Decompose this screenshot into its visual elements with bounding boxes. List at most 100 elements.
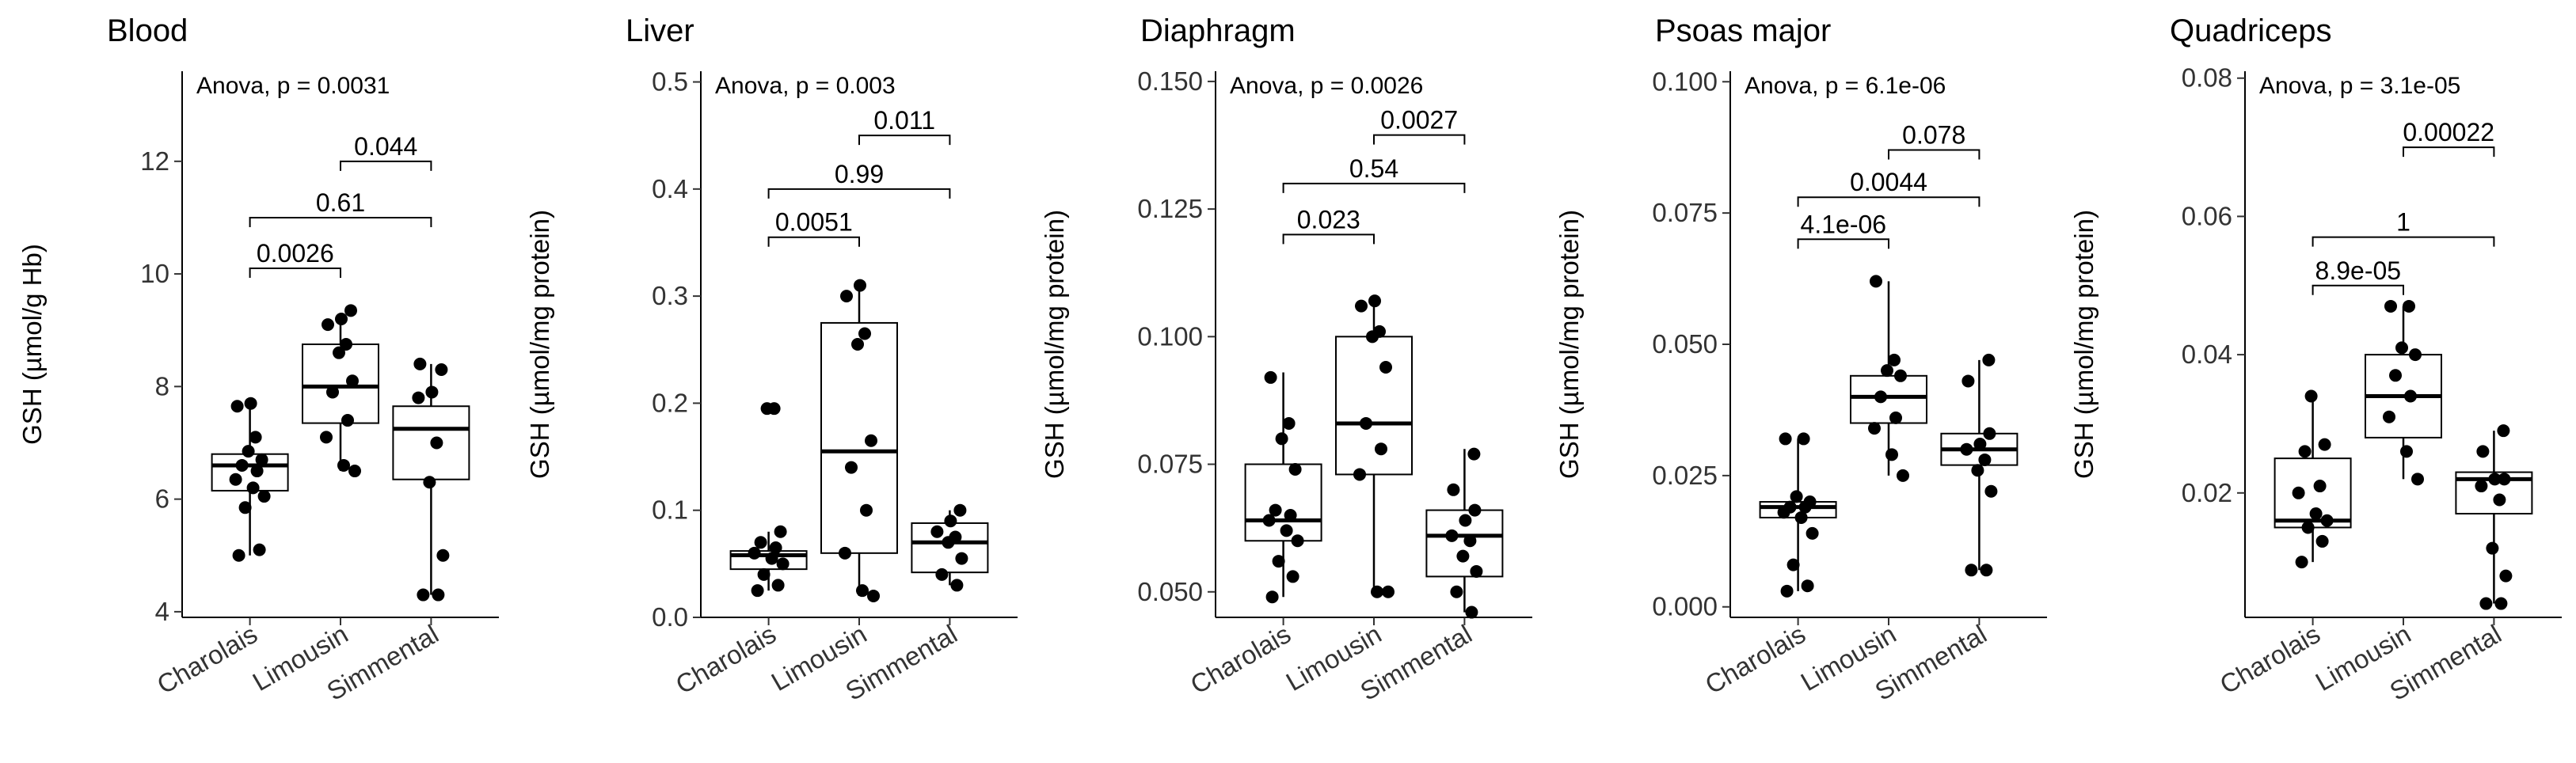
data-point (2411, 473, 2424, 486)
y-tick-label: 0.100 (1137, 321, 1203, 351)
y-tick-label: 8 (155, 371, 169, 400)
y-tick-label: 0.150 (1137, 66, 1203, 96)
data-point (253, 543, 266, 556)
comparison-p-value: 0.99 (835, 160, 884, 188)
box-body (392, 405, 470, 480)
data-point (953, 503, 967, 517)
data-point (858, 327, 871, 340)
data-point (2479, 597, 2493, 610)
data-point (244, 397, 257, 410)
y-tick-label: 0.0 (652, 602, 688, 632)
y-tick-label: 0.000 (1652, 592, 1718, 621)
data-point (2304, 389, 2318, 403)
data-point (432, 588, 445, 602)
data-point (2295, 556, 2308, 569)
data-point (1780, 584, 1794, 598)
data-point (1874, 390, 1887, 404)
data-point (1885, 448, 1898, 461)
y-tick-label: 0.025 (1652, 461, 1718, 490)
data-point (1868, 422, 1881, 435)
data-point (839, 546, 851, 560)
comparison-bracket (1888, 149, 1981, 160)
anova-label: Anova, p = 0.003 (715, 73, 896, 99)
data-point (341, 414, 354, 427)
y-tick-label: 0.100 (1652, 66, 1718, 96)
y-tick-label: 0.4 (652, 174, 688, 203)
data-point (1801, 579, 1814, 593)
comparison-p-value: 0.0026 (257, 239, 334, 268)
data-point (845, 461, 858, 474)
x-tick-label: Charolais (1185, 619, 1296, 700)
data-point (2493, 493, 2506, 507)
data-point (748, 546, 761, 560)
comparison-bracket (767, 236, 860, 247)
y-tick-label: 12 (140, 146, 169, 176)
y-tick-label: 0.2 (652, 388, 688, 417)
y-tick-label: 0.050 (1137, 577, 1203, 606)
data-point (435, 363, 448, 377)
anova-label: Anova, p = 6.1e-06 (1745, 73, 1946, 99)
data-point (257, 490, 271, 503)
comparison-bracket (2403, 146, 2495, 158)
data-point (1783, 500, 1797, 514)
data-point (769, 541, 782, 555)
comparison-bracket (1282, 233, 1375, 245)
data-point (856, 584, 869, 598)
y-tick-label: 0.06 (2182, 201, 2232, 230)
anova-label: Anova, p = 0.0031 (196, 73, 390, 99)
data-point (1978, 453, 1992, 466)
comparison-p-value: 0.044 (354, 132, 417, 161)
data-point (860, 503, 873, 517)
panel-title: Quadriceps (2170, 13, 2332, 48)
comparison-p-value: 0.023 (1297, 205, 1360, 233)
data-point (340, 338, 352, 351)
anova-label: Anova, p = 3.1e-05 (2259, 73, 2460, 99)
data-point (1794, 511, 1808, 524)
data-point (2298, 445, 2312, 458)
data-point (1275, 432, 1288, 446)
data-point (1265, 590, 1279, 604)
box-body (1850, 374, 1927, 424)
data-point (1897, 469, 1909, 482)
data-point (935, 568, 949, 581)
data-point (1790, 490, 1803, 503)
data-point (242, 445, 255, 458)
data-point (1463, 534, 1477, 548)
comparison-p-value: 0.078 (1902, 121, 1965, 150)
data-point (776, 557, 790, 571)
data-point (1465, 605, 1478, 619)
data-point (1282, 416, 1296, 430)
data-point (423, 476, 436, 489)
data-point (250, 465, 264, 478)
data-point (335, 312, 348, 325)
data-point (1368, 294, 1381, 308)
data-point (1973, 438, 1987, 451)
data-point (944, 514, 957, 528)
comparison-p-value: 0.011 (873, 106, 935, 135)
data-point (2476, 445, 2490, 458)
data-point (255, 453, 268, 466)
comparison-bracket (340, 160, 432, 171)
data-point (1280, 524, 1293, 537)
data-point (930, 525, 944, 538)
data-point (955, 552, 968, 565)
y-tick-label: 0.050 (1652, 329, 1718, 359)
y-tick-label: 0.125 (1137, 194, 1203, 223)
data-point (2383, 410, 2395, 423)
panel-title: Liver (626, 13, 694, 48)
data-point (1779, 432, 1792, 446)
comparison-bracket (767, 188, 951, 199)
data-point (337, 458, 350, 472)
comparison-bracket (249, 216, 432, 227)
data-point (2315, 534, 2329, 548)
data-point (1983, 427, 1996, 440)
data-point (2475, 480, 2488, 493)
data-point (1379, 361, 1392, 374)
panel-title: Diaphragm (1140, 13, 1296, 48)
data-point (757, 568, 771, 581)
data-point (1450, 585, 1463, 598)
comparison-p-value: 0.54 (1349, 154, 1398, 183)
data-point (1888, 353, 1901, 366)
data-point (1470, 564, 1483, 578)
data-point (867, 589, 880, 602)
